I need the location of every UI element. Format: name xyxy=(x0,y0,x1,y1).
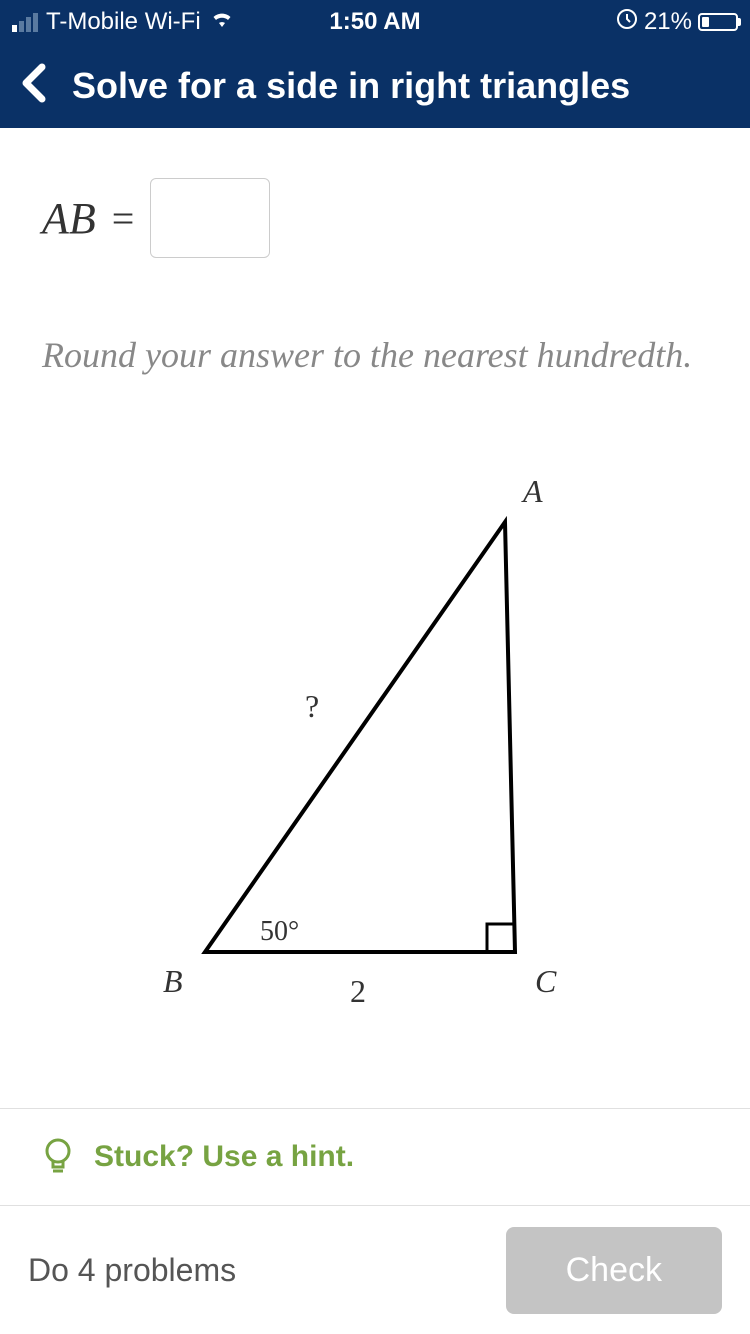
lightbulb-icon xyxy=(42,1137,74,1177)
vertex-c-label: C xyxy=(535,963,557,999)
instruction-text: Round your answer to the nearest hundred… xyxy=(42,328,708,382)
triangle-diagram: A B C 2 ? 50° xyxy=(42,462,708,1022)
hint-bar[interactable]: Stuck? Use a hint. xyxy=(0,1108,750,1206)
status-bar: T-Mobile Wi-Fi 1:50 AM 21% xyxy=(0,0,750,44)
variable-label: AB xyxy=(42,193,96,244)
signal-icon xyxy=(12,13,38,32)
content-area: AB = Round your answer to the nearest hu… xyxy=(0,128,750,1022)
problems-count: Do 4 problems xyxy=(28,1252,236,1289)
nav-header: Solve for a side in right triangles xyxy=(0,44,750,128)
answer-input[interactable] xyxy=(150,178,270,258)
page-title: Solve for a side in right triangles xyxy=(72,65,630,107)
check-button[interactable]: Check xyxy=(506,1227,722,1314)
time-label: 1:50 AM xyxy=(329,8,420,36)
wifi-icon xyxy=(209,8,235,36)
rotation-lock-icon xyxy=(616,8,638,37)
equation-row: AB = xyxy=(42,178,708,258)
bottom-bar: Do 4 problems Check xyxy=(0,1206,750,1334)
battery-percent: 21% xyxy=(644,8,692,36)
hint-text: Stuck? Use a hint. xyxy=(94,1140,354,1174)
status-right: 21% xyxy=(616,8,738,37)
back-button[interactable] xyxy=(20,63,48,110)
equals-sign: = xyxy=(112,195,135,242)
vertex-b-label: B xyxy=(163,963,183,999)
angle-b-label: 50° xyxy=(260,916,299,947)
side-ab-label: ? xyxy=(305,688,319,724)
carrier-label: T-Mobile Wi-Fi xyxy=(46,8,201,36)
vertex-a-label: A xyxy=(521,473,543,509)
side-bc-label: 2 xyxy=(350,973,366,1009)
battery-icon xyxy=(698,13,738,31)
status-left: T-Mobile Wi-Fi xyxy=(12,8,235,36)
